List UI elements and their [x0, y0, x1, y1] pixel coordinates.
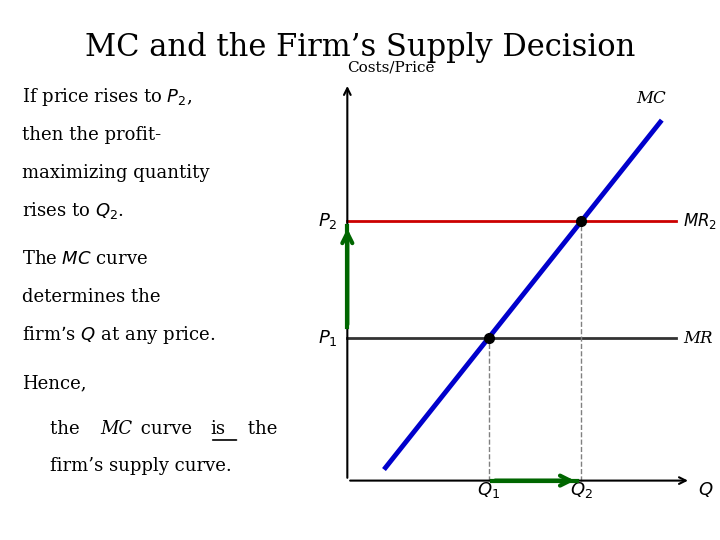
- Text: Hence,: Hence,: [22, 374, 86, 393]
- Text: $Q_2$: $Q_2$: [570, 480, 593, 500]
- Text: is: is: [210, 420, 225, 438]
- Text: the: the: [50, 420, 86, 438]
- Text: Costs/Price: Costs/Price: [347, 60, 435, 75]
- Text: rises to $Q_2$.: rises to $Q_2$.: [22, 200, 123, 221]
- Text: $P_1$: $P_1$: [318, 328, 338, 348]
- Text: The $MC$ curve: The $MC$ curve: [22, 250, 148, 268]
- Text: firm’s $Q$ at any price.: firm’s $Q$ at any price.: [22, 324, 215, 346]
- Text: MC and the Firm’s Supply Decision: MC and the Firm’s Supply Decision: [85, 32, 635, 63]
- Text: $MR_2$: $MR_2$: [683, 211, 717, 232]
- Text: If price rises to $P_2$,: If price rises to $P_2$,: [22, 86, 192, 108]
- Text: determines the: determines the: [22, 288, 160, 306]
- Text: MC: MC: [636, 90, 665, 107]
- Text: MC: MC: [101, 420, 133, 438]
- Text: then the profit-: then the profit-: [22, 126, 161, 144]
- Text: MR: MR: [683, 329, 713, 347]
- Text: $Q_1$: $Q_1$: [477, 480, 500, 500]
- Text: the: the: [242, 420, 277, 438]
- Text: $P_2$: $P_2$: [318, 211, 338, 232]
- Text: curve: curve: [135, 420, 198, 438]
- Text: firm’s supply curve.: firm’s supply curve.: [50, 457, 232, 475]
- Text: maximizing quantity: maximizing quantity: [22, 164, 209, 182]
- Text: $Q$: $Q$: [698, 480, 714, 499]
